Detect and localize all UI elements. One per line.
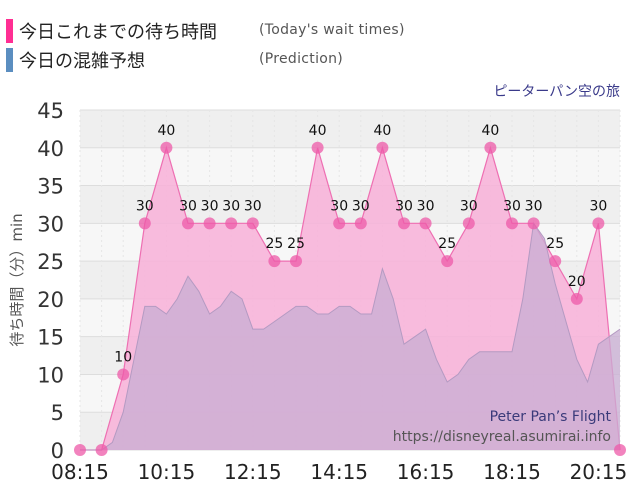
actual-data-label: 30 [417,198,435,214]
actual-data-label: 30 [589,198,607,214]
y-tick-label: 40 [37,137,64,161]
actual-point [95,444,108,456]
actual-data-label: 25 [287,236,305,252]
legend-actual-sub: (Today's wait times) [259,22,405,38]
actual-data-label: 30 [395,198,413,214]
actual-point [506,217,518,230]
actual-data-label: 25 [438,236,456,252]
x-tick-label: 08:15 [51,460,109,484]
y-tick-label: 25 [37,250,64,274]
actual-point [441,255,454,268]
x-tick-label: 10:15 [138,460,196,484]
actual-data-label: 30 [136,198,154,214]
actual-data-label: 10 [114,349,132,365]
actual-point [74,444,86,456]
actual-data-label: 30 [244,198,262,214]
y-tick-label: 35 [37,175,64,199]
legend-prediction-label: 今日の混雑予想 [19,51,145,72]
actual-point [398,217,410,230]
actual-point [592,217,605,230]
actual-data-label: 30 [179,198,197,214]
x-tick-label: 12:15 [224,460,282,484]
actual-point [268,255,281,268]
actual-point [570,292,583,305]
x-tick-label: 20:15 [570,460,628,484]
chart-watermark: Peter Pan’s Flight [490,409,612,425]
actual-point [246,217,259,230]
actual-data-label: 20 [568,274,586,290]
actual-point [117,368,130,381]
y-tick-label: 20 [37,288,64,312]
actual-data-label: 40 [373,123,391,139]
y-tick-label: 5 [51,401,64,425]
actual-point [549,255,562,268]
y-tick-label: 30 [37,212,64,236]
legend-prediction: 今日の混雑予想 [6,47,145,73]
prediction-area [80,223,620,450]
actual-point [311,141,324,154]
actual-data-label: 30 [460,198,478,214]
legend-prediction-swatch [6,48,13,72]
actual-point [333,217,346,230]
actual-data-label: 30 [503,198,521,214]
actual-data-label: 25 [265,236,283,252]
actual-data-label: 30 [330,198,348,214]
actual-point [614,444,626,456]
actual-data-label: 25 [546,236,564,252]
actual-point [182,217,194,230]
legend-actual: 今日これまでの待ち時間 [6,18,217,44]
x-tick-label: 16:15 [397,460,455,484]
actual-point [484,141,497,154]
actual-data-label: 30 [222,198,240,214]
actual-point [354,217,367,230]
actual-data-label: 40 [157,123,175,139]
legend-prediction-sub: (Prediction) [259,51,344,67]
y-tick-label: 45 [37,99,64,123]
chart-source: https://disneyreal.asumirai.info [393,429,611,445]
y-axis-label: 待ち時間（分）min [8,213,26,346]
legend-actual-swatch [6,19,13,43]
actual-point [376,141,389,154]
actual-data-label: 30 [352,198,370,214]
chart-title: ピーターパン空の旅 [493,84,620,100]
actual-point [225,217,238,230]
legend-actual-label: 今日これまでの待ち時間 [19,22,217,43]
y-tick-label: 10 [37,363,64,387]
actual-data-label: 40 [481,123,499,139]
actual-data-label: 30 [201,198,219,214]
actual-data-label: 30 [525,198,543,214]
prediction-line [80,221,621,451]
actual-point [527,217,540,230]
actual-point [203,217,216,230]
plot-band [80,110,620,148]
actual-point [462,217,475,230]
actual-data-label: 40 [309,123,327,139]
actual-point [419,217,432,230]
actual-point [138,217,151,230]
y-tick-label: 0 [51,439,64,463]
x-tick-label: 14:15 [310,460,368,484]
actual-point [290,255,302,268]
actual-point [160,141,173,154]
y-tick-label: 15 [37,326,64,350]
x-tick-label: 18:15 [483,460,541,484]
